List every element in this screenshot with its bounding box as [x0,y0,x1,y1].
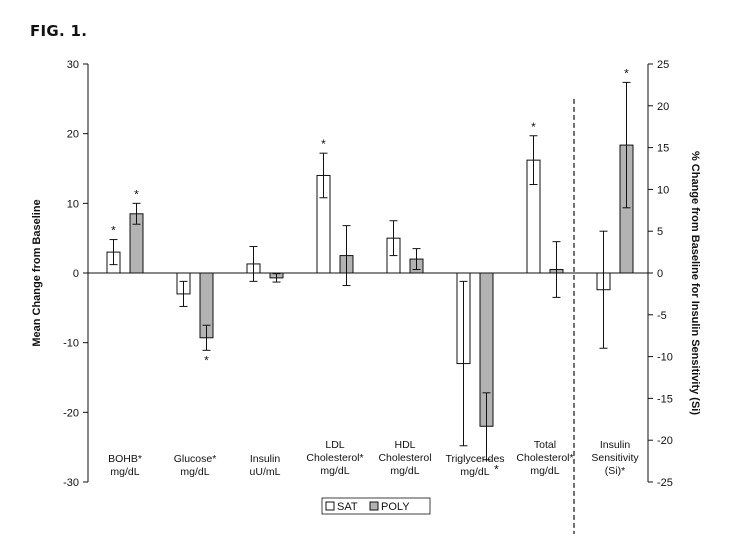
category-label: HDL [394,439,415,451]
category-label: mg/dL [320,465,349,477]
category-label: (Si)* [605,465,625,477]
right-tick-label: 15 [657,143,669,155]
category-label: Total [534,439,556,451]
category-label: mg/dL [110,466,139,478]
category-label: Cholesterol* [306,452,363,464]
left-tick-label: -20 [63,407,79,419]
legend-label-poly: POLY [381,501,410,513]
left-axis-title: Mean Change from Baseline [31,199,43,346]
right-tick-label: 20 [657,101,669,113]
significance-star: * [204,353,209,367]
significance-star: * [321,137,326,151]
bars-layer [106,81,634,461]
right-tick-label: 5 [657,226,663,238]
left-tick-label: 0 [73,268,79,280]
left-tick-label: -30 [63,477,79,489]
significance-star: * [134,187,139,201]
category-label: Cholesterol* [516,452,573,464]
significance-star: * [531,120,536,134]
right-tick-label: 25 [657,59,669,71]
category-label: mg/dL [390,465,419,477]
right-tick-label: -15 [657,393,673,405]
right-tick-label: -10 [657,352,673,364]
category-label: mg/dL [530,465,559,477]
category-label: mg/dL [180,466,209,478]
legend-swatch-poly [369,501,379,511]
figure-label: FIG. 1. [30,22,88,40]
legend-label-sat: SAT [337,501,358,513]
category-label: Triglycerides [445,453,504,465]
category-label: uU/mL [250,466,281,478]
right-tick-label: -5 [657,310,667,322]
category-label: Glucose* [174,453,217,465]
category-label: Insulin [600,439,631,451]
category-label: mg/dL [460,466,489,478]
significance-star: * [111,224,116,238]
significance-star: * [624,66,629,80]
axes-layer: 30 20 10 0 -10 -20 -30 25 20 15 10 5 0 -5 -10 -15 -20 -25… [31,59,701,534]
right-tick-label: -25 [657,477,673,489]
right-tick-label: -20 [657,435,673,447]
left-tick-label: -10 [63,338,79,350]
right-tick-label: 10 [657,184,669,196]
left-tick-label: 10 [67,198,79,210]
significance-star: * [494,463,499,477]
legend-swatch-sat [325,501,335,511]
category-label: Sensitivity [591,452,639,464]
right-axis-title: % Change from Baseline for Insulin Sensi… [689,151,701,415]
legend: SAT POLY [321,497,431,515]
labels-layer: **BOHB*mg/dL*Glucose*mg/dLInsulinuU/mL*L… [108,66,639,478]
left-tick-label: 30 [67,59,79,71]
category-label: LDL [325,439,344,451]
left-tick-label: 20 [67,129,79,141]
category-label: Cholesterol [378,452,431,464]
category-label: BOHB* [108,453,142,465]
right-tick-label: 0 [657,268,663,280]
category-label: Insulin [250,453,281,465]
